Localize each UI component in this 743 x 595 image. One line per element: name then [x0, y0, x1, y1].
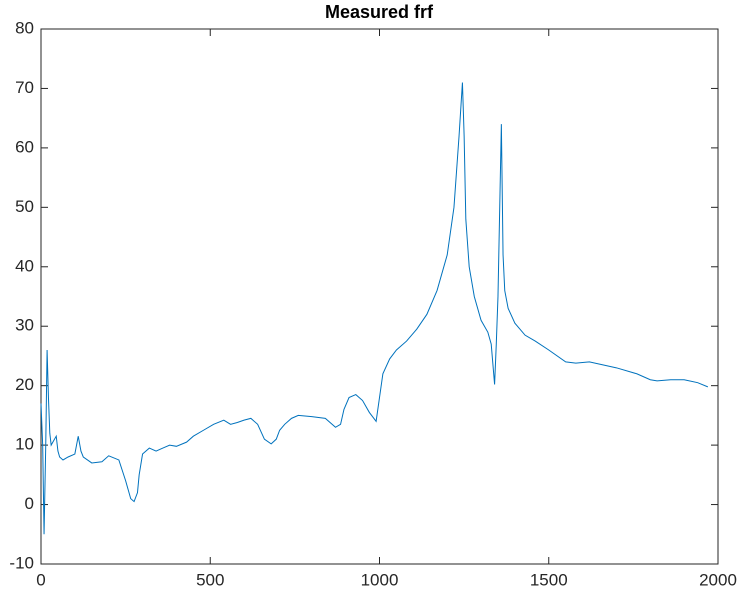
y-tick-label: 0: [25, 494, 34, 513]
x-tick-label: 1500: [530, 570, 568, 589]
x-tick-label: 500: [196, 570, 224, 589]
x-tick-label: 2000: [699, 570, 737, 589]
y-tick-label: 30: [15, 316, 34, 335]
y-tick-label: 80: [15, 18, 34, 37]
y-tick-label: 20: [15, 375, 34, 394]
series-line: [40, 82, 709, 535]
x-tick-label: 1000: [361, 570, 399, 589]
chart-title: Measured frf: [325, 2, 434, 22]
plot-box: [40, 28, 719, 565]
y-tick-label: -10: [9, 553, 34, 572]
y-tick-label: 60: [15, 137, 34, 156]
y-tick-label: 70: [15, 78, 34, 97]
y-tick-label: 10: [15, 435, 34, 454]
y-tick-label: 50: [15, 197, 34, 216]
x-tick-label: 0: [36, 570, 45, 589]
y-tick-label: 40: [15, 256, 34, 275]
